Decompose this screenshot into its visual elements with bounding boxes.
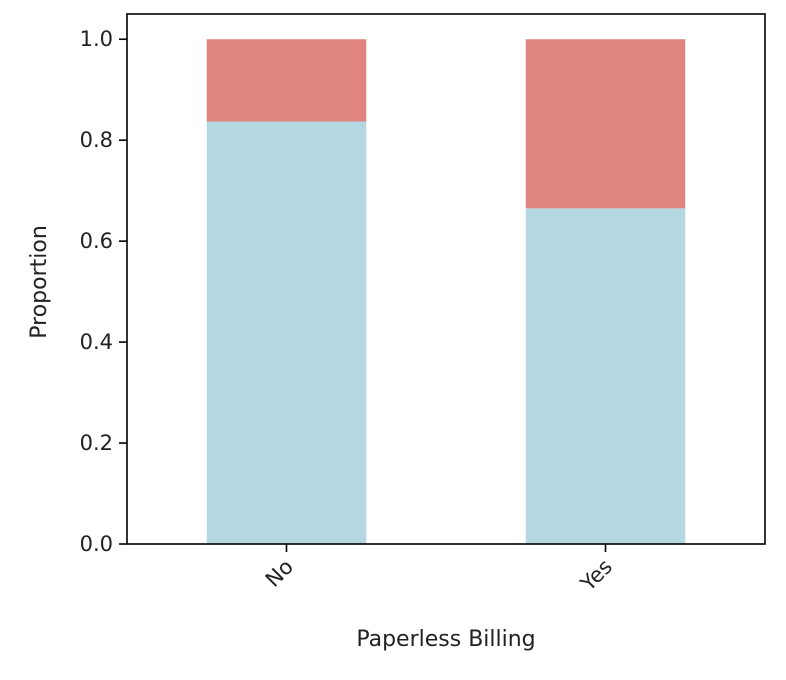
y-tick-label: 0.6 [80, 229, 113, 253]
y-axis: 0.0 0.2 0.4 0.6 0.8 1.0 [80, 27, 127, 556]
x-axis-label: Paperless Billing [356, 627, 535, 652]
bar-no-segment-1 [206, 121, 367, 544]
x-axis: No Yes [261, 544, 617, 596]
bar-yes-segment-2 [525, 39, 686, 209]
y-axis-label: Proportion [27, 225, 52, 339]
bar-no-segment-2 [206, 39, 367, 122]
plot-frame [126, 13, 766, 545]
y-tick-label: 0.0 [80, 532, 113, 556]
bars-layer [206, 39, 686, 545]
bar-yes-segment-1 [525, 208, 686, 545]
x-tick-label-no: No [261, 555, 298, 592]
x-tick-label-yes: Yes [575, 555, 617, 597]
y-tick-label: 0.4 [80, 330, 113, 354]
y-tick-label: 0.2 [80, 431, 113, 455]
y-tick-label: 0.8 [80, 128, 113, 152]
y-tick-label: 1.0 [80, 27, 113, 51]
